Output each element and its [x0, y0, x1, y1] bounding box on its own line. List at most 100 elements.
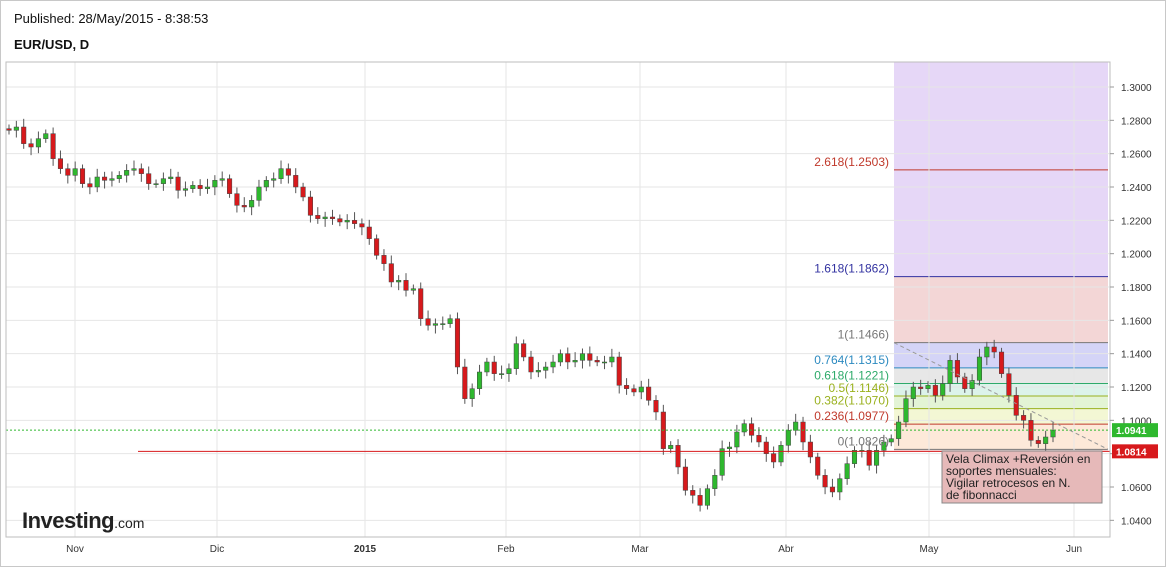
fib-level-label: 1.618(1.1862) [814, 262, 889, 276]
candle-body [102, 176, 108, 181]
candle-body [521, 343, 527, 358]
candle-body [190, 185, 196, 189]
candle-body [528, 356, 534, 373]
candle-body [807, 441, 813, 458]
fib-band [894, 408, 1108, 425]
candle-body [888, 438, 894, 443]
candle-body [601, 361, 608, 364]
candle-body [550, 361, 556, 368]
candle-body [388, 263, 394, 283]
candle-body [682, 466, 688, 491]
annotation-box [941, 450, 1103, 504]
candle-body [668, 445, 674, 449]
candle-body [697, 495, 703, 506]
candle-body [322, 216, 328, 219]
candle-body [6, 128, 12, 131]
candle-body [197, 185, 203, 189]
candle-body [749, 423, 755, 436]
candle-body [204, 186, 211, 189]
candle-body [57, 158, 63, 169]
candle-body [565, 353, 571, 363]
y-tick-label: 1.0600 [1121, 483, 1152, 494]
candle-body [940, 383, 946, 396]
fib-level-label: 2.618(1.2503) [814, 155, 889, 169]
candle-body [587, 353, 593, 361]
trend-line [893, 342, 1109, 450]
candle-body [1013, 395, 1019, 416]
candle-body [469, 388, 475, 399]
candlesticks [6, 118, 1056, 512]
candle-body [734, 431, 740, 448]
y-tick-label: 1.2000 [1121, 250, 1152, 261]
x-tick-label: Abr [778, 544, 794, 555]
logo-suffix: .com [114, 515, 145, 531]
x-tick-label: Feb [497, 544, 515, 555]
candle-body [690, 490, 696, 496]
candle-body [984, 346, 990, 358]
candle-body [594, 360, 600, 363]
fib-band [894, 449, 1108, 452]
candle-body [285, 168, 291, 176]
candle-body [160, 178, 166, 184]
fib-level-label: 0.764(1.1315) [814, 353, 889, 367]
candle-body [513, 343, 519, 369]
candle-body [969, 380, 975, 389]
candle-body [675, 445, 681, 468]
candle-body [72, 168, 78, 176]
fib-level-label: 0(1.0826) [838, 434, 889, 448]
candle-body [21, 126, 27, 144]
support-price-label: 1.0814 [1116, 447, 1147, 458]
x-tick-label: Mar [631, 544, 649, 555]
candle-body [43, 133, 49, 139]
candle-body [263, 180, 269, 188]
candle-body [535, 370, 541, 373]
y-tick-label: 1.2400 [1121, 183, 1152, 194]
candle-body [1006, 373, 1012, 396]
candle-body [815, 456, 821, 476]
candle-body [844, 463, 850, 479]
candle-body [50, 133, 56, 159]
candle-body [227, 178, 233, 194]
candle-body [131, 168, 137, 171]
candle-body [256, 186, 262, 201]
support-price-tag [1112, 444, 1158, 459]
y-tick-label: 1.3000 [1121, 83, 1152, 94]
candle-body [175, 176, 181, 191]
annotation-text: Vela Climax +Reversión en soportes mensua… [946, 452, 1090, 502]
candle-body [976, 356, 983, 381]
candle-body [315, 215, 321, 219]
candle-body [756, 435, 762, 443]
y-tick-label: 1.1600 [1121, 316, 1152, 327]
candle-body [13, 126, 19, 131]
candle-body [954, 360, 960, 378]
candle-body [477, 371, 483, 389]
candle-body [79, 168, 86, 184]
candle-body [87, 183, 93, 188]
candle-body [359, 223, 365, 228]
candle-body [962, 376, 968, 389]
candle-body [124, 170, 130, 176]
candle-body [646, 386, 652, 401]
candle-body [484, 361, 490, 373]
fib-level-label: 0.618(1.1221) [814, 369, 889, 383]
logo-text: Investing [22, 508, 115, 533]
x-tick-label: May [920, 544, 939, 555]
fib-band [894, 169, 1108, 277]
y-tick-label: 1.1200 [1121, 383, 1152, 394]
fib-level-label: 0.236(1.0977) [814, 409, 889, 423]
overlays: 0(1.0826) 0.236(1.0977)0.382(1.1070)0.5(1… [6, 155, 1110, 504]
candle-body [837, 478, 843, 493]
candle-body [771, 453, 777, 463]
candle-body [506, 368, 512, 374]
candle-body [719, 448, 725, 476]
fib-band [894, 396, 1108, 409]
candle-body [454, 318, 461, 368]
candle-body [94, 176, 100, 188]
candle-body [822, 475, 828, 488]
candle-body [557, 353, 563, 363]
candle-body [829, 486, 835, 493]
candle-body [1021, 415, 1027, 421]
candle-body [932, 385, 938, 396]
candle-body [704, 488, 710, 506]
